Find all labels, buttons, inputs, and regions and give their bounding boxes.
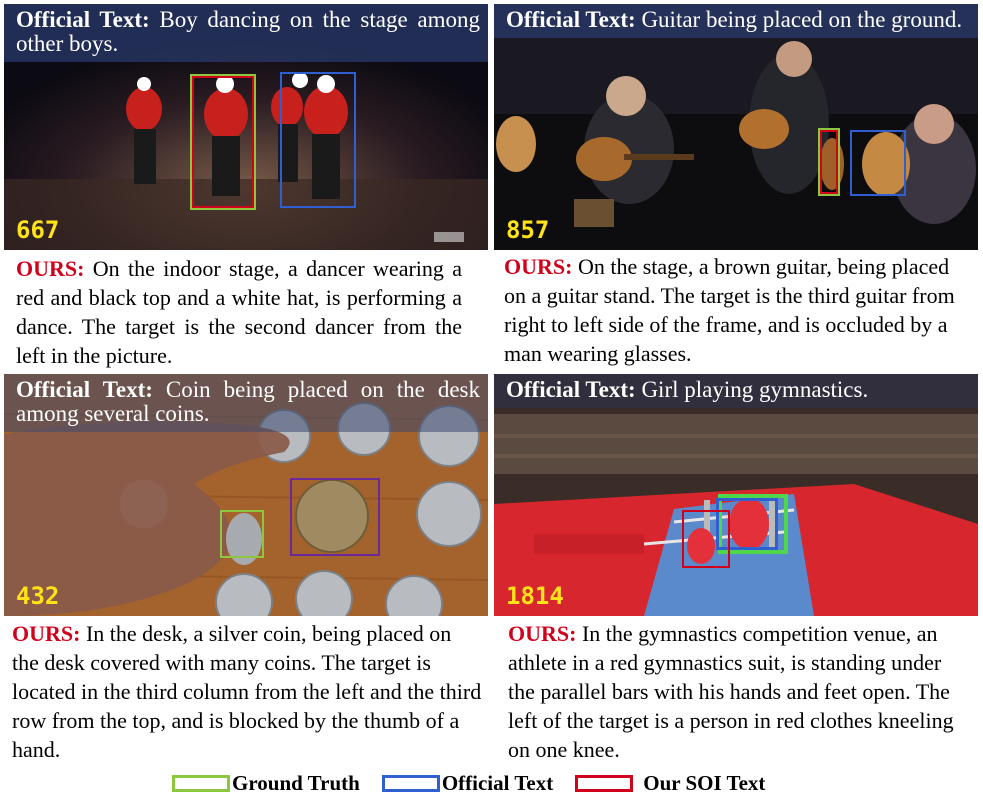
legend-item-ours: Our SOI Text xyxy=(575,771,765,796)
legend-label: Our SOI Text xyxy=(643,770,766,795)
ours-caption: OURS: In the desk, a silver coin, being … xyxy=(12,619,482,764)
official-text-banner: Official Text: Coin being placed on the … xyxy=(4,374,488,432)
official-text-label: Official Text: xyxy=(506,7,636,32)
ours-label: OURS: xyxy=(12,621,81,646)
official-text-value: Coin being placed on the desk among seve… xyxy=(16,377,480,426)
ours-caption: OURS: In the gymnastics competition venu… xyxy=(508,619,970,764)
official-text-value: Boy dancing on the stage among other boy… xyxy=(16,7,481,56)
frame-number: 667 xyxy=(16,216,60,244)
ours-box xyxy=(682,510,730,568)
legend-label: Official Text xyxy=(441,770,554,795)
ours-text: In the desk, a silver coin, being placed… xyxy=(12,621,482,762)
ours-box xyxy=(820,130,838,194)
ground-truth-box xyxy=(718,494,788,554)
video-frame-dance: Official Text: Boy dancing on the stage … xyxy=(4,4,488,250)
video-frame-gymnastics: Official Text: Girl playing gymnastics. … xyxy=(494,374,978,616)
ground-truth-swatch xyxy=(172,774,230,792)
guitar-stage-image xyxy=(494,4,978,250)
official-text-label: Official Text: xyxy=(16,377,153,402)
ours-label: OURS: xyxy=(508,621,577,646)
ground-truth-box xyxy=(818,128,840,196)
official-text-label: Official Text: xyxy=(506,377,636,402)
official-text-banner: Official Text: Guitar being placed on th… xyxy=(494,4,978,38)
official-text-label: Official Text: xyxy=(16,7,150,32)
legend-item-official: Official Text xyxy=(381,770,554,796)
official-text-banner: Official Text: Girl playing gymnastics. xyxy=(494,374,978,408)
video-frame-guitar: Official Text: Guitar being placed on th… xyxy=(494,4,978,250)
official-box xyxy=(716,498,778,550)
official-text-value: Girl playing gymnastics. xyxy=(641,377,869,402)
ours-label: OURS: xyxy=(16,256,85,281)
ours-text: On the stage, a brown guitar, being plac… xyxy=(504,254,955,366)
frame-number: 857 xyxy=(506,216,550,244)
official-box xyxy=(850,130,906,196)
ours-caption: OURS: On the stage, a brown guitar, bein… xyxy=(504,252,976,368)
ground-truth-box xyxy=(190,74,256,210)
frame-number: 1814 xyxy=(506,582,564,610)
video-frame-coins: Official Text: Coin being placed on the … xyxy=(4,374,488,616)
official-box xyxy=(280,72,356,208)
ground-truth-box xyxy=(220,510,264,558)
ours-text: On the indoor stage, a dancer wearing a … xyxy=(16,256,462,368)
ours-label: OURS: xyxy=(504,254,573,279)
ours-caption: OURS: On the indoor stage, a dancer wear… xyxy=(16,254,462,370)
official-text-value: Guitar being placed on the ground. xyxy=(641,7,963,32)
official-box xyxy=(290,478,380,556)
official-text-banner: Official Text: Boy dancing on the stage … xyxy=(4,4,488,62)
legend-item-ground-truth: Ground Truth xyxy=(172,771,360,796)
legend-label: Ground Truth xyxy=(232,770,360,795)
ours-text: In the gymnastics competition venue, an … xyxy=(508,621,954,762)
official-swatch xyxy=(381,774,440,792)
ours-swatch xyxy=(575,774,634,792)
ours-box xyxy=(192,76,254,208)
legend: Ground Truth Official Text Our SOI Text xyxy=(172,768,787,798)
frame-number: 432 xyxy=(16,582,60,610)
